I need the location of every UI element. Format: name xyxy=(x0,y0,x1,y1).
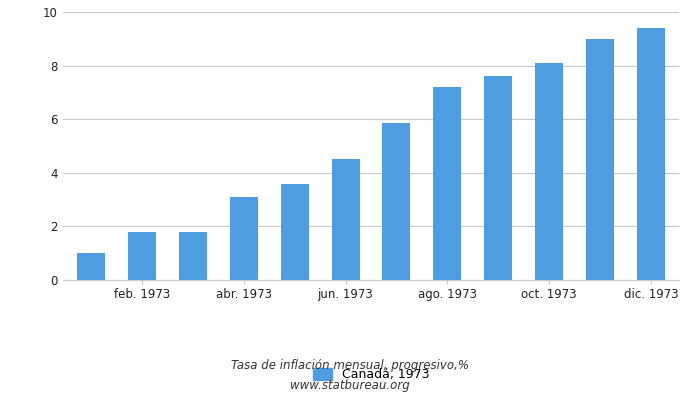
Text: Tasa de inflación mensual, progresivo,%: Tasa de inflación mensual, progresivo,% xyxy=(231,360,469,372)
Bar xyxy=(178,232,206,280)
Bar xyxy=(637,28,665,280)
Legend: Canadá, 1973: Canadá, 1973 xyxy=(308,363,434,386)
Text: www.statbureau.org: www.statbureau.org xyxy=(290,380,410,392)
Bar xyxy=(77,253,105,280)
Bar xyxy=(484,76,512,280)
Bar xyxy=(536,63,564,280)
Bar xyxy=(230,197,258,280)
Bar xyxy=(586,39,614,280)
Bar xyxy=(382,123,410,280)
Bar xyxy=(128,232,156,280)
Bar xyxy=(281,184,309,280)
Bar xyxy=(433,87,461,280)
Bar xyxy=(332,159,360,280)
